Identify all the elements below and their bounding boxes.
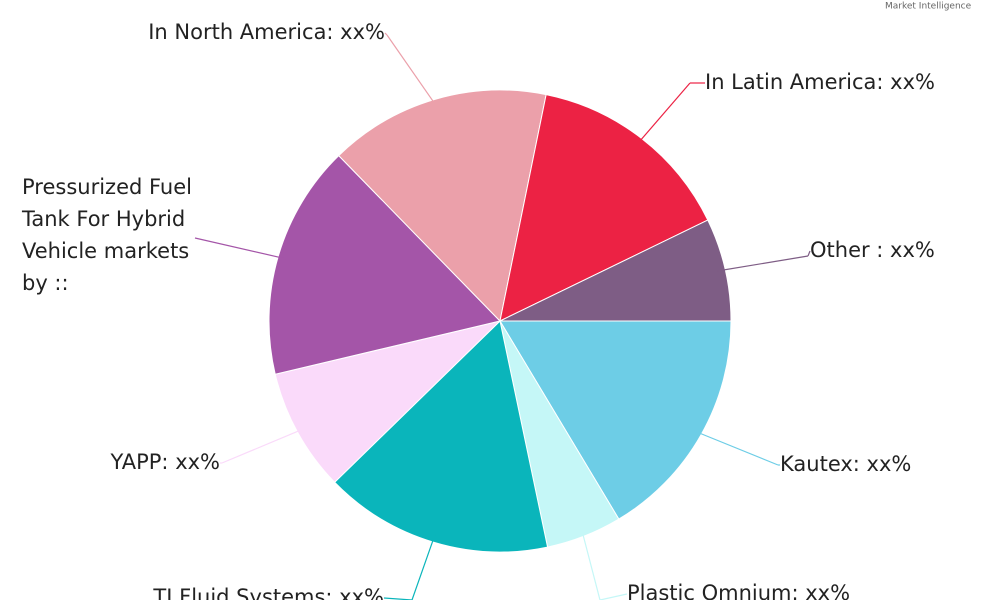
slice-label: Plastic Omnium: xx% <box>627 581 850 600</box>
slice-label: TI Fluid Systems: xx% <box>152 585 384 600</box>
slice-label: Kautex: xx% <box>780 452 911 476</box>
leader-line <box>194 237 286 260</box>
leader-line <box>599 593 628 600</box>
logo-text: Market Intelligence <box>885 2 972 12</box>
pie-slice <box>338 89 547 323</box>
slice-label: Other : xx% <box>810 238 935 262</box>
leader-line <box>386 34 438 108</box>
slice-label: In Latin America: xx% <box>705 70 935 94</box>
leader-line <box>807 250 811 257</box>
pie-slice <box>499 320 732 520</box>
leader-line <box>717 255 809 272</box>
slice-label: In North America: xx% <box>148 20 385 44</box>
leader-line <box>693 430 779 466</box>
leader-line <box>636 82 691 146</box>
slice-label: Pressurized Fuel Tank For Hybrid Vehicle… <box>22 175 192 295</box>
leader-line <box>384 32 388 36</box>
leader-line <box>221 427 305 464</box>
slice-label: YAPP: xx% <box>110 450 220 474</box>
leader-line <box>580 528 601 600</box>
leader-line <box>411 534 436 600</box>
